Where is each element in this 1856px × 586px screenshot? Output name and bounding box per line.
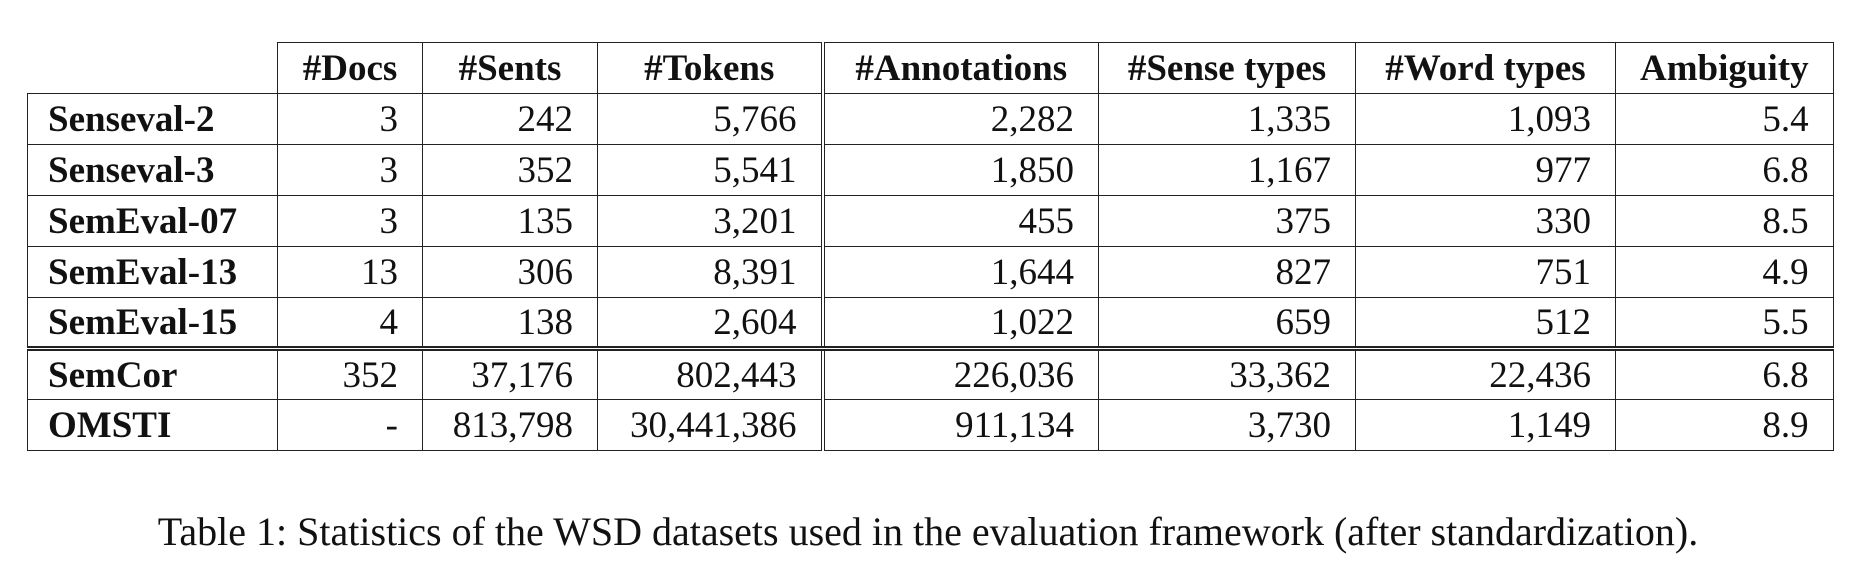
- cell-annotations: 1,644: [822, 246, 1099, 298]
- cell-sense-types: 1,167: [1098, 144, 1356, 196]
- dataset-name: Senseval-3: [27, 144, 278, 196]
- cell-word-types: 1,149: [1355, 399, 1616, 451]
- cell-sents: 813,798: [422, 399, 598, 451]
- cell-tokens: 3,201: [597, 195, 825, 247]
- cell-docs: 3: [277, 195, 423, 247]
- header-docs: #Docs: [277, 42, 423, 94]
- cell-annotations: 1,022: [822, 297, 1099, 349]
- cell-sense-types: 3,730: [1098, 399, 1356, 451]
- dataset-name: Senseval-2: [27, 93, 278, 145]
- cell-annotations: 1,850: [822, 144, 1099, 196]
- table-row: SemEval-13 13 306 8,391 1,644 827 751 4.…: [27, 246, 1834, 298]
- dataset-name: OMSTI: [27, 399, 278, 451]
- cell-docs: 13: [277, 246, 423, 298]
- header-word-types: #Word types: [1355, 42, 1616, 94]
- cell-docs: 4: [277, 297, 423, 349]
- cell-tokens: 802,443: [597, 346, 825, 400]
- cell-word-types: 512: [1355, 297, 1616, 349]
- cell-docs: 3: [277, 144, 423, 196]
- cell-ambiguity: 6.8: [1615, 346, 1834, 400]
- header-tokens: #Tokens: [597, 42, 825, 94]
- header-cell-empty: [27, 42, 278, 94]
- cell-ambiguity: 4.9: [1615, 246, 1834, 298]
- header-sense-types: #Sense types: [1098, 42, 1356, 94]
- table-row: Senseval-2 3 242 5,766 2,282 1,335 1,093…: [27, 93, 1834, 145]
- cell-sents: 306: [422, 246, 598, 298]
- cell-annotations: 2,282: [822, 93, 1099, 145]
- cell-ambiguity: 8.9: [1615, 399, 1834, 451]
- cell-sents: 135: [422, 195, 598, 247]
- table-row: SemEval-07 3 135 3,201 455 375 330 8.5: [27, 195, 1834, 247]
- dataset-name: SemEval-07: [27, 195, 278, 247]
- cell-word-types: 22,436: [1355, 346, 1616, 400]
- cell-tokens: 5,766: [597, 93, 825, 145]
- cell-annotations: 226,036: [822, 346, 1099, 400]
- cell-word-types: 330: [1355, 195, 1616, 247]
- table-caption: Table 1: Statistics of the WSD datasets …: [157, 509, 1699, 554]
- table-row: OMSTI - 813,798 30,441,386 911,134 3,730…: [27, 399, 1834, 451]
- cell-sents: 352: [422, 144, 598, 196]
- cell-docs: -: [277, 399, 423, 451]
- cell-ambiguity: 5.5: [1615, 297, 1834, 349]
- cell-ambiguity: 5.4: [1615, 93, 1834, 145]
- table-row: SemEval-15 4 138 2,604 1,022 659 512 5.5: [27, 297, 1834, 349]
- dataset-name: SemCor: [27, 346, 278, 400]
- cell-sents: 37,176: [422, 346, 598, 400]
- cell-ambiguity: 8.5: [1615, 195, 1834, 247]
- cell-tokens: 2,604: [597, 297, 825, 349]
- cell-sense-types: 659: [1098, 297, 1356, 349]
- table-header-row: #Docs #Sents #Tokens #Annotations #Sense…: [27, 42, 1834, 94]
- cell-docs: 3: [277, 93, 423, 145]
- cell-sense-types: 827: [1098, 246, 1356, 298]
- cell-sents: 242: [422, 93, 598, 145]
- header-ambiguity: Ambiguity: [1615, 42, 1834, 94]
- cell-annotations: 911,134: [822, 399, 1099, 451]
- cell-tokens: 5,541: [597, 144, 825, 196]
- cell-tokens: 30,441,386: [597, 399, 825, 451]
- cell-tokens: 8,391: [597, 246, 825, 298]
- cell-word-types: 751: [1355, 246, 1616, 298]
- statistics-table: #Docs #Sents #Tokens #Annotations #Sense…: [27, 42, 1834, 451]
- cell-sense-types: 1,335: [1098, 93, 1356, 145]
- cell-annotations: 455: [822, 195, 1099, 247]
- header-sents: #Sents: [422, 42, 598, 94]
- dataset-name: SemEval-15: [27, 297, 278, 349]
- cell-sense-types: 375: [1098, 195, 1356, 247]
- table-row: SemCor 352 37,176 802,443 226,036 33,362…: [27, 346, 1834, 400]
- dataset-name: SemEval-13: [27, 246, 278, 298]
- cell-sents: 138: [422, 297, 598, 349]
- cell-word-types: 1,093: [1355, 93, 1616, 145]
- cell-sense-types: 33,362: [1098, 346, 1356, 400]
- cell-ambiguity: 6.8: [1615, 144, 1834, 196]
- header-annotations: #Annotations: [822, 42, 1099, 94]
- cell-word-types: 977: [1355, 144, 1616, 196]
- cell-docs: 352: [277, 346, 423, 400]
- table-row: Senseval-3 3 352 5,541 1,850 1,167 977 6…: [27, 144, 1834, 196]
